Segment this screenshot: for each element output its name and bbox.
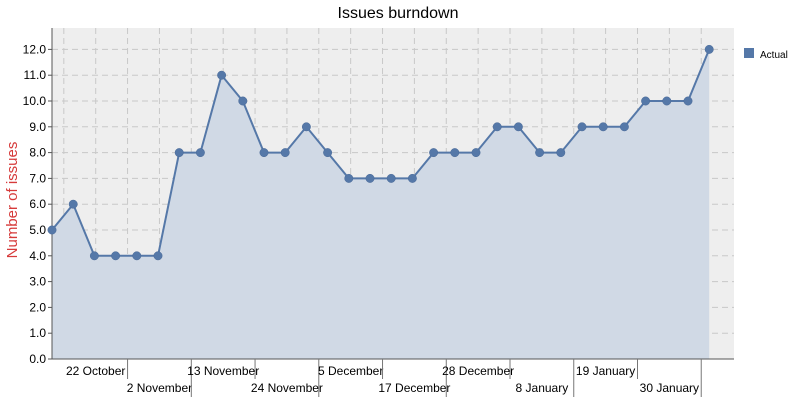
data-point	[471, 148, 481, 158]
data-point	[47, 225, 57, 235]
y-tick-label: 12.0	[23, 42, 47, 56]
data-point	[365, 173, 375, 183]
y-tick-label: 11.0	[24, 68, 47, 82]
x-tick-label: 19 January	[576, 364, 635, 378]
y-axis-ticks: 0.0 1.0 2.0 3.0 4.0 5.0 6.0 7.0 8.0 9.0 10.0 11.0 12…	[23, 42, 47, 366]
y-tick-label: 0.0	[29, 352, 46, 366]
data-point	[492, 122, 502, 132]
y-tick-label: 6.0	[29, 197, 46, 211]
x-tick-label: 24 November	[251, 381, 323, 395]
data-point	[450, 148, 460, 158]
data-point	[344, 173, 354, 183]
chart-title: Issues burndown	[338, 5, 459, 22]
data-point	[111, 251, 121, 261]
data-point	[132, 251, 142, 261]
data-point	[641, 96, 651, 106]
x-tick-label: 5 December	[318, 364, 383, 378]
data-point	[577, 122, 587, 132]
data-point	[68, 199, 78, 209]
x-tick-label: 2 November	[127, 381, 192, 395]
y-tick-label: 7.0	[29, 171, 46, 185]
x-tick-label: 28 December	[442, 364, 514, 378]
legend-label: Actual	[760, 50, 788, 61]
axes	[48, 28, 734, 360]
y-tick-label: 1.0	[29, 326, 46, 340]
data-point	[619, 122, 629, 132]
data-point	[153, 251, 163, 261]
data-point	[429, 148, 439, 158]
data-point	[89, 251, 99, 261]
x-tick-label: 8 January	[516, 381, 569, 395]
y-tick-label: 9.0	[29, 120, 46, 134]
data-point	[704, 44, 714, 54]
data-point	[556, 148, 566, 158]
data-point	[301, 122, 311, 132]
data-point	[174, 148, 184, 158]
x-tick-label: 13 November	[187, 364, 259, 378]
data-point	[407, 173, 417, 183]
data-point	[535, 148, 545, 158]
data-point	[195, 148, 205, 158]
data-point	[683, 96, 693, 106]
legend-swatch	[744, 48, 754, 58]
y-tick-label: 3.0	[29, 275, 46, 289]
x-tick-label: 17 December	[378, 381, 450, 395]
data-point	[513, 122, 523, 132]
legend: Actual	[744, 48, 788, 61]
data-point	[598, 122, 608, 132]
data-point	[217, 70, 227, 80]
y-tick-label: 4.0	[29, 249, 46, 263]
data-points	[47, 44, 714, 261]
x-tick-label: 22 October	[66, 364, 125, 378]
data-point	[386, 173, 396, 183]
y-tick-label: 8.0	[29, 146, 46, 160]
data-point	[323, 148, 333, 158]
data-point	[259, 148, 269, 158]
y-tick-label: 5.0	[29, 223, 46, 237]
data-point	[238, 96, 248, 106]
series-area-fill	[52, 49, 710, 360]
y-tick-label: 10.0	[23, 94, 47, 108]
y-axis-label: Number of issues	[4, 142, 21, 259]
y-tick-label: 2.0	[29, 300, 46, 314]
data-point	[662, 96, 672, 106]
data-point	[280, 148, 290, 158]
x-tick-label: 30 January	[640, 381, 699, 395]
